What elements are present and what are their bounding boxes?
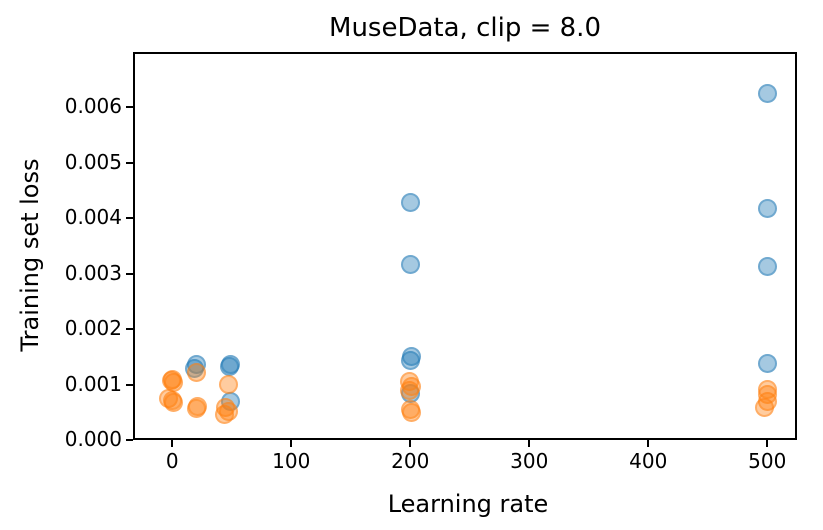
x-tick-mark bbox=[409, 440, 412, 447]
scatter-point-blue bbox=[757, 354, 777, 373]
scatter-point-orange bbox=[186, 362, 206, 382]
scatter-point-blue bbox=[757, 84, 777, 104]
y-tick-label: 0.001 bbox=[64, 371, 122, 396]
x-tick-mark bbox=[171, 440, 174, 447]
scatter-point-orange bbox=[186, 398, 206, 418]
scatter-point-blue bbox=[400, 351, 420, 371]
y-tick-mark bbox=[126, 439, 133, 441]
scatter-point-orange bbox=[399, 380, 419, 400]
x-tick-mark bbox=[528, 440, 531, 447]
y-tick-mark bbox=[126, 272, 133, 275]
y-tick-label: 0.000 bbox=[64, 427, 122, 451]
chart-title: MuseData, clip = 8.0 bbox=[329, 13, 601, 43]
y-tick-mark bbox=[126, 106, 133, 109]
scatter-point-blue bbox=[757, 198, 777, 218]
scatter-point-orange bbox=[218, 374, 238, 394]
x-tick-mark bbox=[290, 440, 293, 447]
x-axis-label: Learning rate bbox=[387, 490, 549, 518]
x-tick-mark bbox=[647, 440, 650, 447]
y-tick-label: 0.005 bbox=[64, 149, 122, 174]
y-tick-label: 0.006 bbox=[64, 94, 122, 119]
y-tick-mark bbox=[126, 383, 133, 386]
y-tick-mark bbox=[126, 161, 133, 164]
y-tick-mark bbox=[126, 217, 133, 220]
x-tick-label: 500 bbox=[748, 449, 787, 473]
scatter-point-orange bbox=[163, 392, 183, 412]
x-tick-mark bbox=[766, 440, 769, 447]
x-tick-label: 400 bbox=[629, 449, 668, 473]
scatter-point-blue bbox=[757, 257, 777, 276]
scatter-point-orange bbox=[401, 402, 421, 422]
x-tick-label: 300 bbox=[510, 449, 549, 473]
y-tick-label: 0.004 bbox=[64, 205, 122, 230]
plot-area bbox=[133, 52, 797, 440]
scatter-point-orange bbox=[755, 398, 775, 418]
x-tick-label: 100 bbox=[272, 449, 311, 473]
scatter-point-blue bbox=[400, 254, 420, 274]
y-tick-label: 0.002 bbox=[64, 316, 122, 341]
x-tick-label: 0 bbox=[165, 449, 179, 473]
y-tick-mark bbox=[126, 328, 133, 331]
scatter-point-orange bbox=[215, 405, 235, 424]
scatter-point-blue bbox=[400, 193, 420, 213]
y-tick-label: 0.003 bbox=[64, 260, 122, 285]
y-axis-label: Training set loss bbox=[16, 158, 44, 352]
x-tick-label: 200 bbox=[391, 449, 430, 473]
